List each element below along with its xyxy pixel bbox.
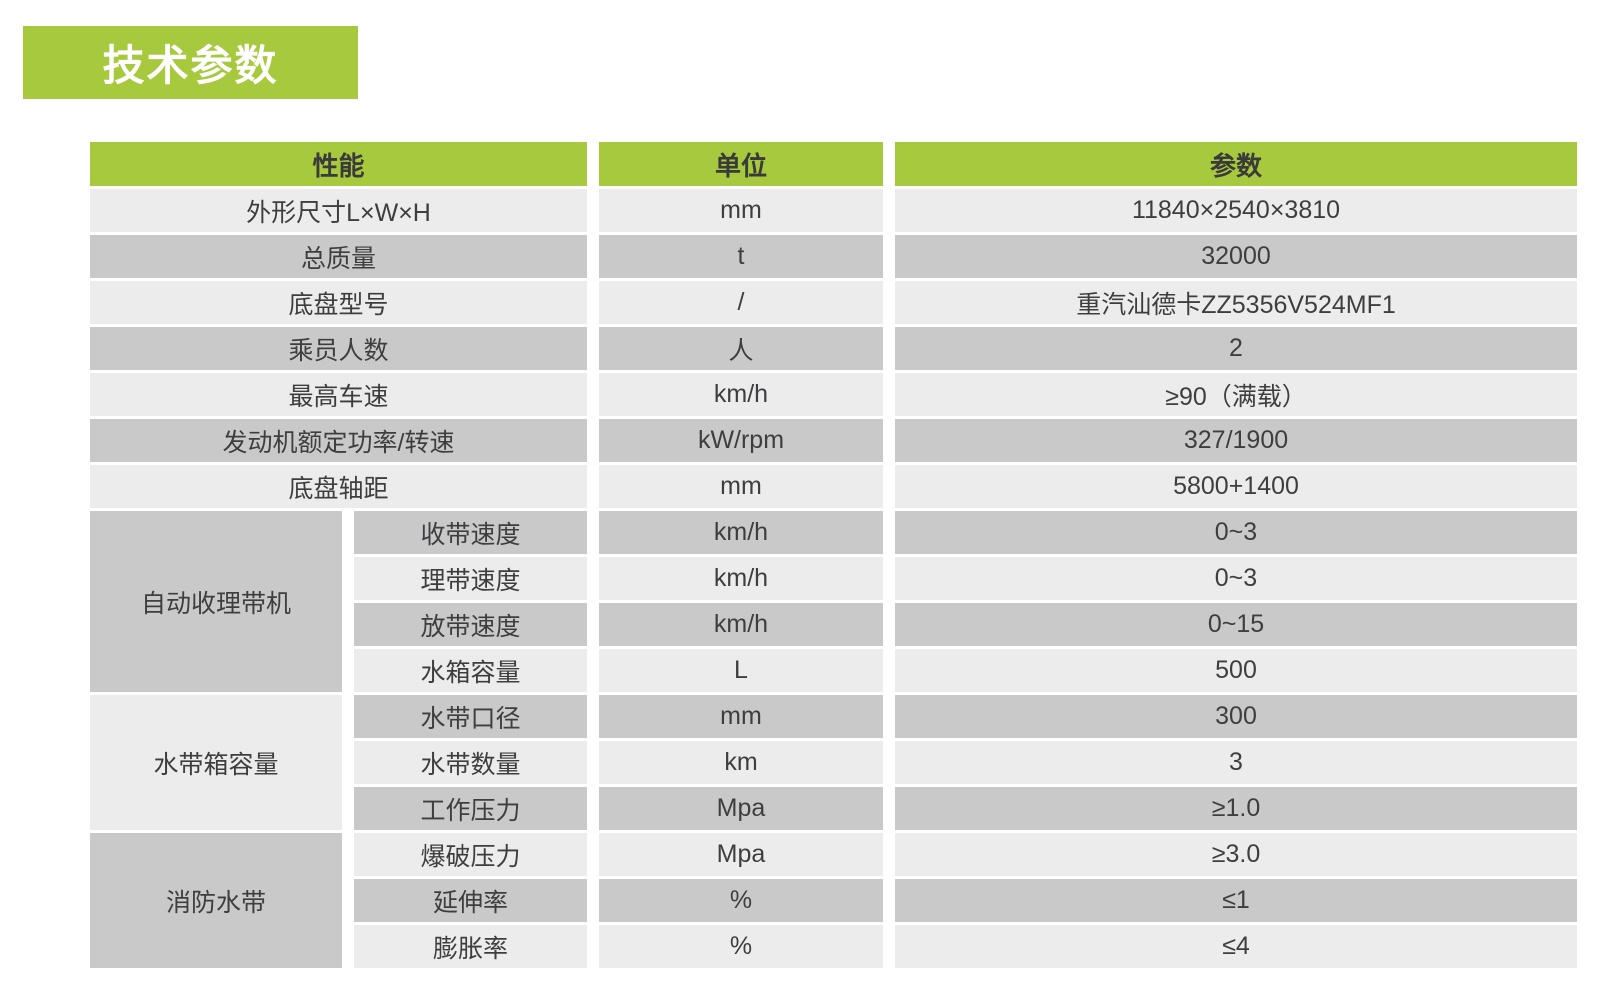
row-unit: km/h <box>599 511 883 554</box>
row-value: 重汽汕德卡ZZ5356V524MF1 <box>895 281 1577 324</box>
group-label: 消防水带 <box>90 833 342 968</box>
row-sublabel: 放带速度 <box>354 603 587 646</box>
row-value: 11840×2540×3810 <box>895 189 1577 232</box>
row-unit: km/h <box>599 557 883 600</box>
row-unit: mm <box>599 465 883 508</box>
spec-table: 性能 单位 参数 外形尺寸L×W×H mm 11840×2540×3810 总质… <box>90 142 1577 968</box>
row-sublabel: 水带数量 <box>354 741 587 784</box>
row-value: 5800+1400 <box>895 465 1577 508</box>
section-title: 技术参数 <box>102 42 279 89</box>
row-unit: % <box>599 879 883 922</box>
row-unit: km/h <box>599 603 883 646</box>
row-unit: mm <box>599 189 883 232</box>
row-unit: Mpa <box>599 787 883 830</box>
row-value: 2 <box>895 327 1577 370</box>
header-cell-performance: 性能 <box>90 142 587 186</box>
header-cell-unit: 单位 <box>599 142 883 186</box>
row-sublabel: 延伸率 <box>354 879 587 922</box>
row-label: 底盘轴距 <box>90 465 587 508</box>
row-value: ≥3.0 <box>895 833 1577 876</box>
section-title-box: 技术参数 <box>23 26 358 99</box>
row-value: ≥90（满载） <box>895 373 1577 416</box>
row-label: 外形尺寸L×W×H <box>90 189 587 232</box>
row-sublabel: 收带速度 <box>354 511 587 554</box>
row-unit: % <box>599 925 883 968</box>
row-sublabel: 理带速度 <box>354 557 587 600</box>
row-sublabel: 水带口径 <box>354 695 587 738</box>
row-value: ≤4 <box>895 925 1577 968</box>
row-unit: / <box>599 281 883 324</box>
row-label: 底盘型号 <box>90 281 587 324</box>
row-value: 0~3 <box>895 557 1577 600</box>
row-unit: t <box>599 235 883 278</box>
row-value: 3 <box>895 741 1577 784</box>
group-label: 水带箱容量 <box>90 695 342 830</box>
row-value: ≥1.0 <box>895 787 1577 830</box>
row-unit: 人 <box>599 327 883 370</box>
row-unit: Mpa <box>599 833 883 876</box>
row-unit: mm <box>599 695 883 738</box>
row-sublabel: 工作压力 <box>354 787 587 830</box>
row-unit: L <box>599 649 883 692</box>
row-unit: km <box>599 741 883 784</box>
header-cell-parameter: 参数 <box>895 142 1577 186</box>
row-sublabel: 爆破压力 <box>354 833 587 876</box>
group-label: 自动收理带机 <box>90 511 342 692</box>
row-label: 最高车速 <box>90 373 587 416</box>
row-value: 300 <box>895 695 1577 738</box>
row-value: 500 <box>895 649 1577 692</box>
row-label: 发动机额定功率/转速 <box>90 419 587 462</box>
row-label: 总质量 <box>90 235 587 278</box>
row-unit: km/h <box>599 373 883 416</box>
row-value: 327/1900 <box>895 419 1577 462</box>
row-value: ≤1 <box>895 879 1577 922</box>
row-unit: kW/rpm <box>599 419 883 462</box>
row-sublabel: 水箱容量 <box>354 649 587 692</box>
row-value: 32000 <box>895 235 1577 278</box>
row-value: 0~3 <box>895 511 1577 554</box>
row-label: 乘员人数 <box>90 327 587 370</box>
row-sublabel: 膨胀率 <box>354 925 587 968</box>
row-value: 0~15 <box>895 603 1577 646</box>
